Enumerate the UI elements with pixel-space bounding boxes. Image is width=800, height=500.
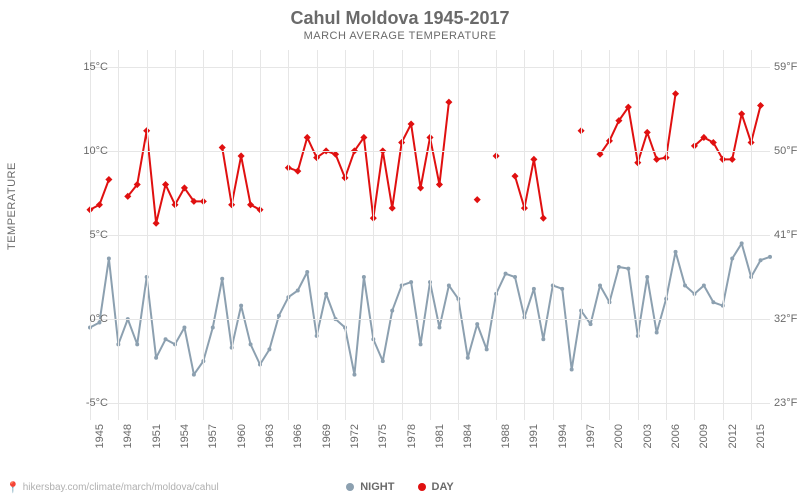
xtick: 1991 (528, 424, 540, 448)
xtick: 1984 (462, 424, 474, 448)
attribution-text: hikersbay.com/climate/march/moldova/cahu… (23, 482, 219, 493)
legend-dot-day (418, 483, 426, 491)
ytick-left: 0°C (90, 313, 108, 325)
xtick: 1978 (406, 424, 418, 448)
chart-subtitle: MARCH AVERAGE TEMPERATURE (0, 30, 800, 42)
ytick-right: 23°F (774, 397, 797, 409)
xtick: 2015 (755, 424, 767, 448)
xtick: 1988 (500, 424, 512, 448)
xtick: 2006 (670, 424, 682, 448)
chart-title: Cahul Moldova 1945-2017 (0, 8, 800, 29)
ytick-right: 50°F (774, 145, 797, 157)
legend-item-night: NIGHT (346, 481, 394, 493)
ytick-left: -5°C (86, 397, 108, 409)
xtick: 2012 (727, 424, 739, 448)
legend-label-day: DAY (432, 481, 454, 493)
xtick: 1975 (377, 424, 389, 448)
ytick-left: 10°C (83, 145, 108, 157)
ytick-right: 32°F (774, 313, 797, 325)
legend-item-day: DAY (418, 481, 454, 493)
xtick: 1954 (179, 424, 191, 448)
ytick-right: 41°F (774, 229, 797, 241)
xtick: 1960 (236, 424, 248, 448)
xtick: 1951 (151, 424, 163, 448)
xtick: 1969 (321, 424, 333, 448)
ytick-right: 59°F (774, 61, 797, 73)
xtick: 1963 (264, 424, 276, 448)
xtick: 1997 (585, 424, 597, 448)
xtick: 1972 (349, 424, 361, 448)
xtick: 1957 (207, 424, 219, 448)
xtick: 2003 (642, 424, 654, 448)
attribution: 📍 hikersbay.com/climate/march/moldova/ca… (6, 481, 219, 494)
xtick: 1948 (122, 424, 134, 448)
xtick: 1981 (434, 424, 446, 448)
chart-container: Cahul Moldova 1945-2017 MARCH AVERAGE TE… (0, 0, 800, 500)
xtick: 1966 (292, 424, 304, 448)
xtick: 2009 (698, 424, 710, 448)
xtick: 1994 (557, 424, 569, 448)
legend-label-night: NIGHT (360, 481, 394, 493)
pin-icon: 📍 (6, 481, 20, 494)
ytick-left: 15°C (83, 61, 108, 73)
ytick-left: 5°C (90, 229, 108, 241)
xtick: 2000 (613, 424, 625, 448)
xtick: 1945 (94, 424, 106, 448)
legend-dot-night (346, 483, 354, 491)
y-axis-label: TEMPERATURE (6, 162, 18, 250)
plot-area (90, 50, 770, 420)
